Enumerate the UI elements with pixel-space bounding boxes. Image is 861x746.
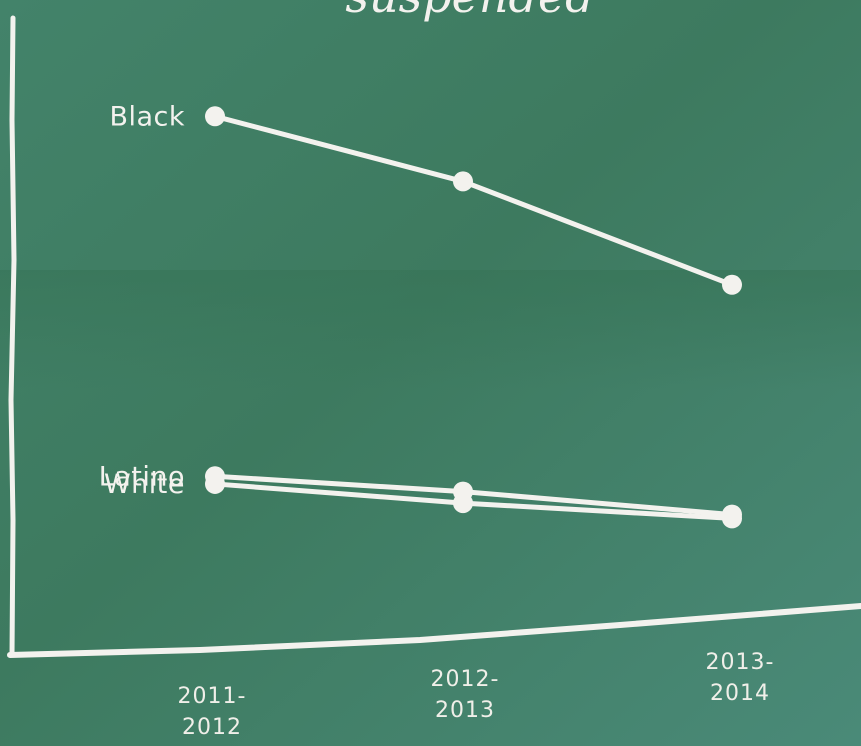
series-label-black: Black [109,101,185,132]
x-tick-label-0: 2011- 2012 [178,684,247,740]
data-point-black-2 [722,274,742,295]
x-tick-label-1: 2012- 2013 [431,667,500,723]
x-tick-label-1-line-1: 2013 [435,698,495,723]
x-tick-labels: 2011- 2012 2012- 2013 2013- 2014 [178,650,775,740]
series-label-latino: Latino [99,461,185,492]
board-smudge [0,270,861,390]
data-point-white-1 [453,493,473,514]
chart-title: suspended [345,0,594,23]
x-axis [7,603,861,658]
series-label-white: White [104,469,185,500]
y-axis [8,15,17,658]
data-point-white-2 [722,508,742,529]
data-point-white-0 [205,473,225,494]
x-tick-label-1-line-0: 2012- [431,667,500,692]
x-tick-label-2-line-1: 2014 [710,681,770,706]
data-point-black-0 [205,106,225,127]
x-tick-label-0-line-1: 2012 [182,715,242,740]
x-tick-label-0-line-0: 2011- [178,684,247,709]
x-tick-label-2-line-0: 2013- [706,650,775,675]
x-tick-label-2: 2013- 2014 [706,650,775,706]
data-point-black-1 [453,171,473,192]
